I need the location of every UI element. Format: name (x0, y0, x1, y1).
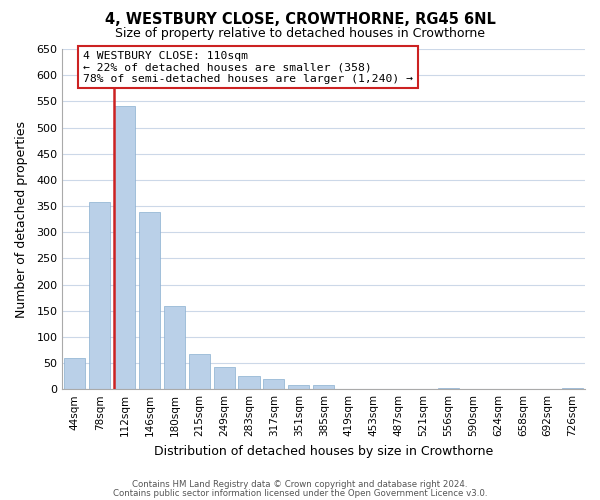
Bar (89, 202, 110, 389)
Text: Size of property relative to detached houses in Crowthorne: Size of property relative to detached ho… (115, 28, 485, 40)
Bar (64, 358, 85, 389)
Bar (263, 378, 284, 389)
Text: Contains HM Land Registry data © Crown copyright and database right 2024.: Contains HM Land Registry data © Crown c… (132, 480, 468, 489)
Bar (238, 376, 260, 389)
Text: 4 WESTBURY CLOSE: 110sqm
← 22% of detached houses are smaller (358)
78% of semi-: 4 WESTBURY CLOSE: 110sqm ← 22% of detach… (83, 50, 413, 84)
Bar (437, 388, 458, 389)
Text: Contains public sector information licensed under the Open Government Licence v3: Contains public sector information licen… (113, 489, 487, 498)
Bar (188, 354, 210, 389)
Bar (214, 367, 235, 389)
Text: 4, WESTBURY CLOSE, CROWTHORNE, RG45 6NL: 4, WESTBURY CLOSE, CROWTHORNE, RG45 6NL (104, 12, 496, 28)
Bar (139, 212, 160, 389)
Bar (114, 106, 135, 389)
Bar (164, 306, 185, 389)
Bar (562, 388, 583, 389)
Bar (313, 385, 334, 389)
Bar (288, 385, 310, 389)
X-axis label: Distribution of detached houses by size in Crowthorne: Distribution of detached houses by size … (154, 444, 493, 458)
Y-axis label: Number of detached properties: Number of detached properties (15, 120, 28, 318)
